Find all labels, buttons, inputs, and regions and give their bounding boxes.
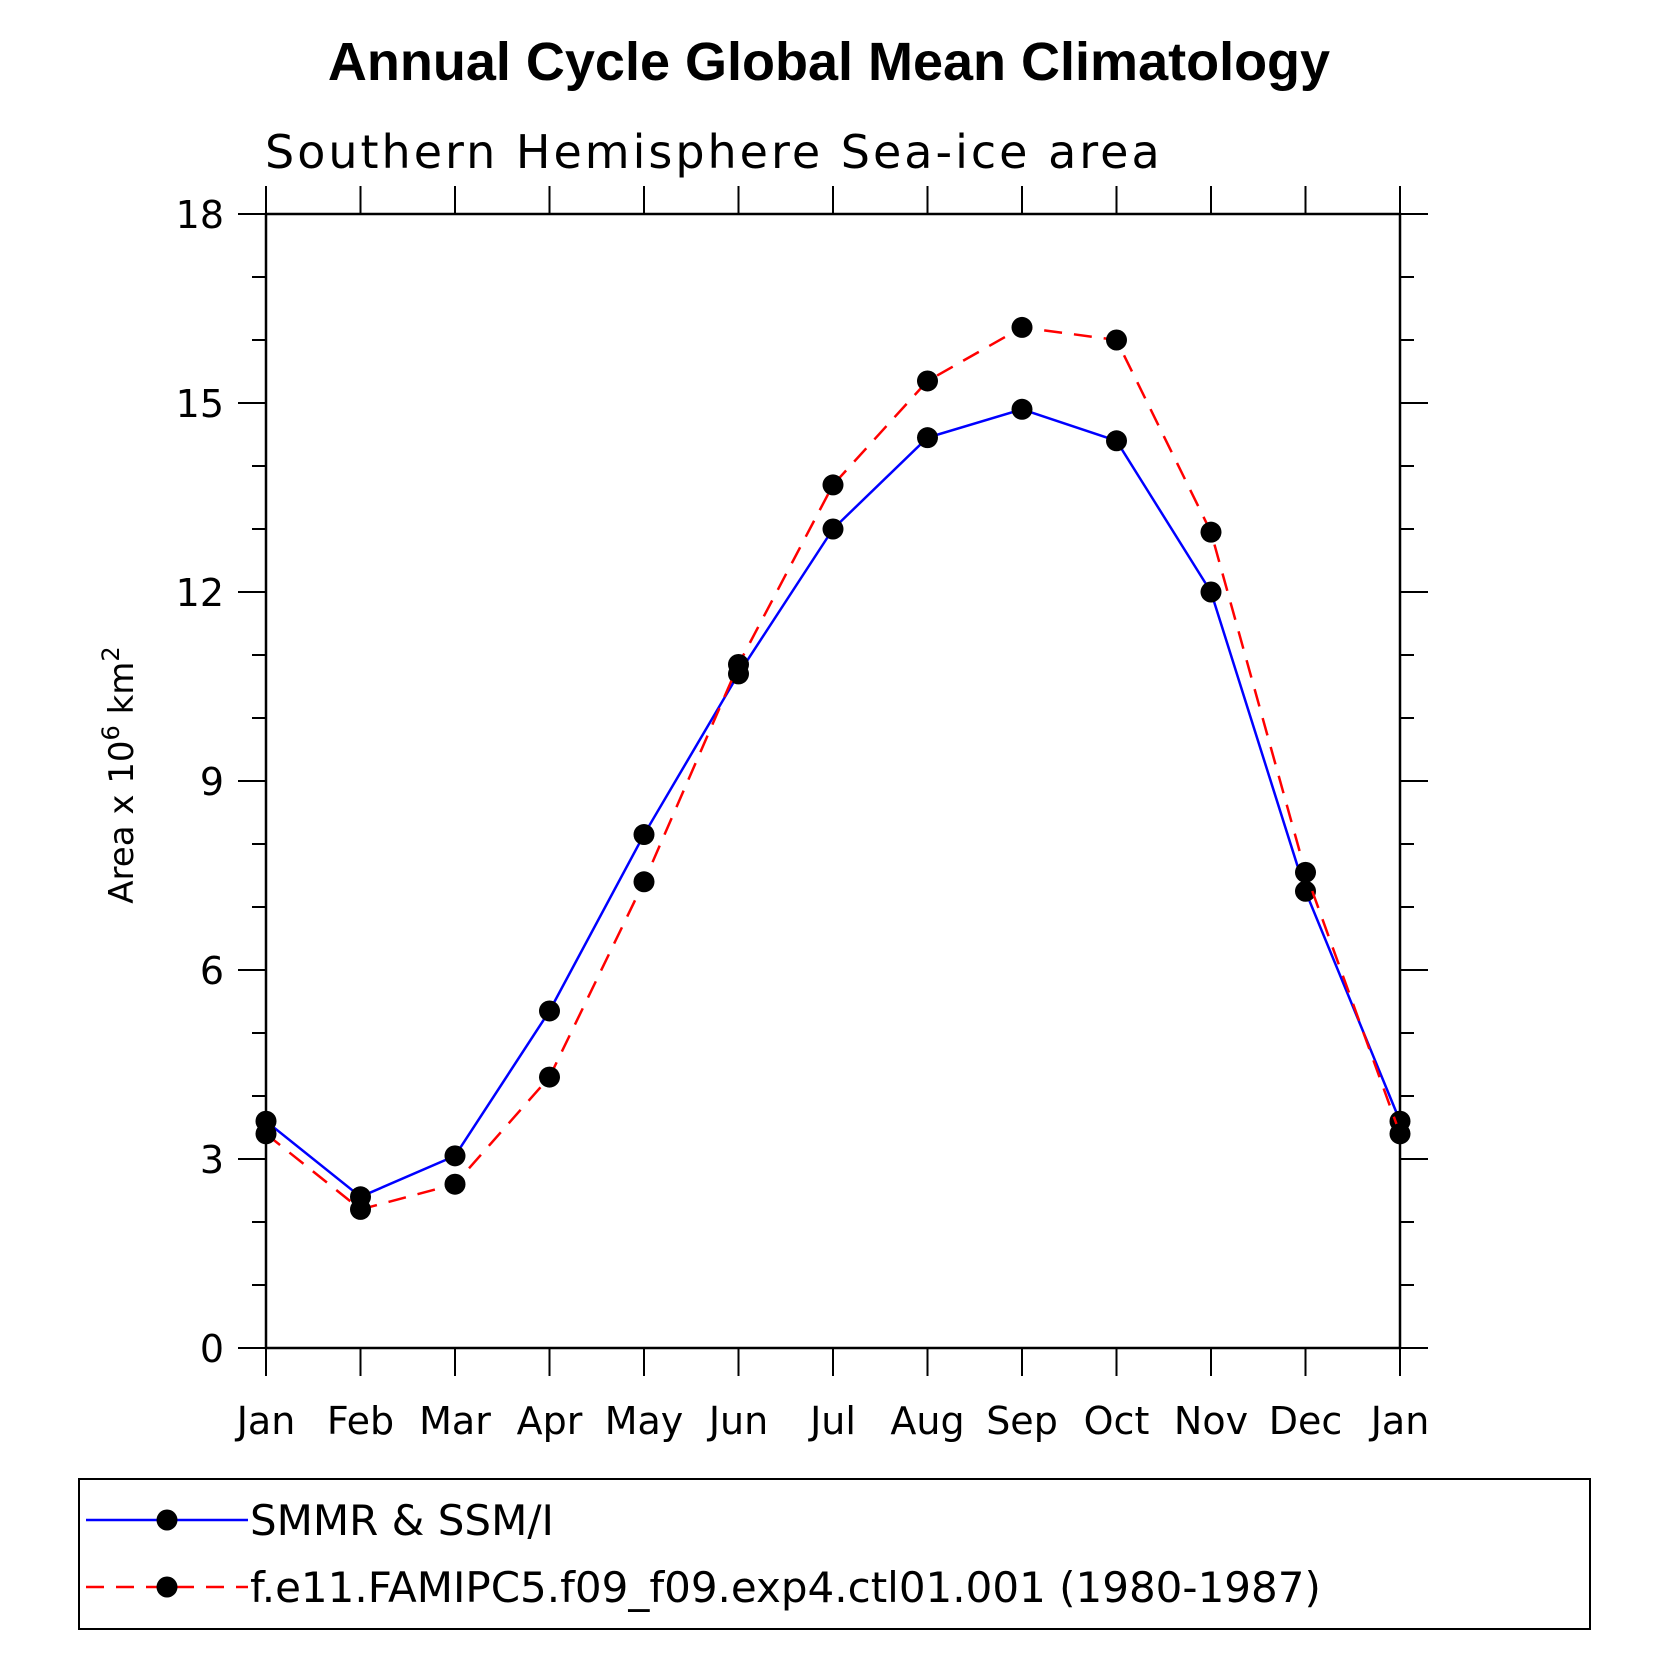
series-line-2	[265, 326, 1402, 1211]
x-tick-label: Jan	[235, 1399, 296, 1443]
y-tick-label: 15	[176, 382, 224, 426]
x-tick-label: Jun	[707, 1399, 768, 1443]
y-tick-label: 3	[200, 1138, 224, 1182]
series-1	[255, 398, 1411, 1208]
x-tick-label: Apr	[517, 1399, 583, 1443]
data-point	[1011, 398, 1033, 420]
y-axis-label: Area x 106 km2	[97, 646, 142, 903]
data-point	[822, 474, 844, 496]
data-point	[444, 1145, 466, 1167]
data-point	[728, 653, 749, 675]
x-tick-label: Feb	[327, 1399, 394, 1443]
data-point	[255, 1123, 277, 1145]
y-axis-label-text: Area x 10	[102, 740, 142, 903]
data-point	[350, 1198, 371, 1220]
y-tick-label: 18	[176, 193, 224, 237]
legend-item-2: f.e11.FAMIPC5.f09_f09.exp4.ctl01.001 (19…	[86, 1563, 1321, 1612]
data-point	[1011, 316, 1033, 338]
series-2	[255, 316, 1411, 1220]
x-tick-labels: Jan Feb Mar Apr May Jun Jul Aug Sep Oct Nov Dec Jan	[235, 1399, 1430, 1443]
x-tick-label: Oct	[1084, 1399, 1150, 1443]
data-point	[539, 1000, 560, 1022]
x-tick-label: Nov	[1174, 1399, 1248, 1443]
y-axis-label-unit-exponent: 2	[97, 646, 125, 661]
y-axis-label-exponent: 6	[97, 725, 125, 740]
x-tick-label: Dec	[1269, 1399, 1343, 1443]
data-point	[1106, 329, 1127, 351]
y-tick-label: 6	[200, 949, 224, 993]
data-point	[917, 427, 938, 449]
x-tick-label: May	[605, 1399, 684, 1443]
data-point	[1295, 861, 1316, 883]
y-axis-label-unit: km	[102, 662, 142, 726]
legend-marker	[156, 1509, 178, 1531]
x-tick-label: Jan	[1369, 1399, 1430, 1443]
chart-title: Annual Cycle Global Mean Climatology	[328, 32, 1330, 92]
data-point	[633, 824, 655, 846]
data-point	[1295, 880, 1316, 902]
legend-item-1: SMMR & SSM/I	[86, 1496, 554, 1545]
y-tick-labels: 0 3 6 9 12 15 18	[176, 193, 224, 1371]
x-tick-label: Mar	[419, 1399, 491, 1443]
plot-axes	[238, 186, 1428, 1376]
legend: SMMR & SSM/I f.e11.FAMIPC5.f09_f09.exp4.c…	[78, 1478, 1591, 1630]
legend-label: f.e11.FAMIPC5.f09_f09.exp4.ctl01.001 (19…	[250, 1563, 1321, 1612]
legend-marker	[156, 1576, 178, 1598]
plot-frame	[264, 212, 1402, 1350]
y-tick-label: 12	[176, 571, 224, 615]
x-tick-label: Jul	[808, 1399, 856, 1443]
x-tick-label: Aug	[890, 1399, 964, 1443]
data-point	[1106, 430, 1127, 452]
data-point	[444, 1173, 466, 1195]
series-layer	[255, 316, 1411, 1220]
x-tick-label: Sep	[986, 1399, 1058, 1443]
chart-subtitle: Southern Hemisphere Sea-ice area	[265, 125, 1163, 179]
y-tick-label: 0	[200, 1327, 224, 1371]
data-point	[822, 518, 844, 540]
data-point	[1389, 1123, 1411, 1145]
y-tick-label: 9	[200, 760, 224, 804]
data-point	[1200, 521, 1222, 543]
data-point	[917, 370, 938, 392]
data-point	[539, 1066, 560, 1088]
data-point	[633, 871, 655, 893]
legend-label: SMMR & SSM/I	[250, 1496, 554, 1545]
data-point	[1200, 581, 1222, 603]
legend-box	[78, 1478, 1591, 1630]
